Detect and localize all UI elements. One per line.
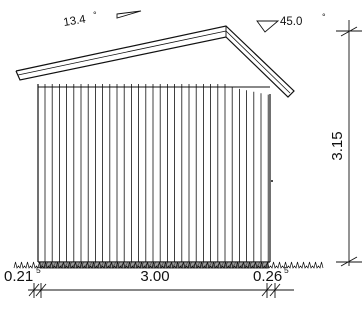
wall [37,84,273,263]
right-angle-degree: ° [322,12,326,22]
left-angle-degree: ° [93,10,97,20]
right-overhang-super: 5 [284,265,289,275]
width-dimension-value: 3.00 [140,268,169,285]
foundation [13,261,324,269]
right-angle-value: 45.0 [280,16,302,28]
right-angle-annotation: 45.0 ° [256,12,326,33]
ground-grass [13,261,324,269]
cladding-boards [44,84,269,262]
right-angle-symbol [256,20,280,33]
right-overhang-value: 0.26 [253,268,282,285]
left-overhang-super: 5 [36,265,41,275]
left-overhang-value: 0.21 [4,268,33,285]
height-dimension-value: 3.15 [329,131,346,160]
height-dim-top-tick [340,26,358,37]
left-angle-annotation: 13.4 ° [63,10,142,29]
height-dim-bottom-tick [340,256,358,267]
width-dimension [28,283,294,298]
roof-fascia-left-inner [17,30,227,76]
roof-outline-outer [15,25,295,98]
left-angle-symbol [116,10,142,19]
height-dimension [336,20,362,267]
left-angle-value: 13.4 [63,14,88,29]
roof [15,25,295,98]
roof-fascia-right-inner [225,30,291,94]
grass-line [13,261,324,269]
